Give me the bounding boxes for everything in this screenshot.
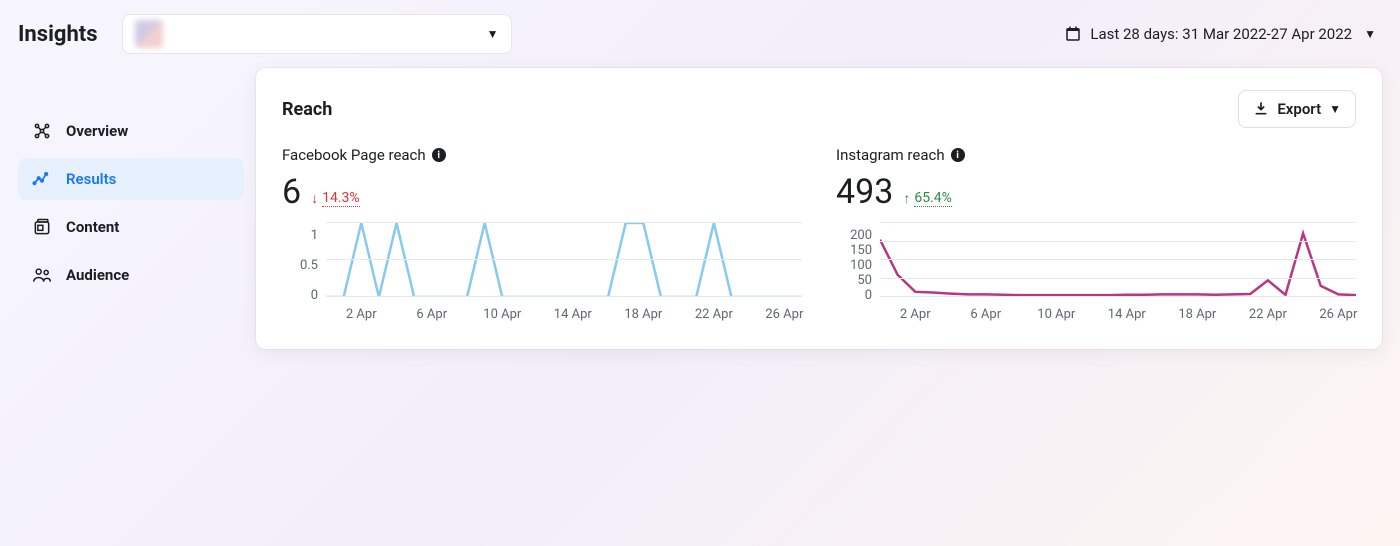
page-avatar <box>135 20 163 48</box>
facebook-reach-chart: Facebook Page reach i 6 ↓ 14.3% 10.50 <box>282 146 802 327</box>
export-button[interactable]: Export ▼ <box>1238 90 1356 128</box>
content-icon <box>32 217 52 237</box>
y-axis: 200150100500 <box>836 222 880 327</box>
chevron-down-icon: ▼ <box>487 27 499 41</box>
reach-card: Reach Export ▼ Facebook Page reach i 6 ↓… <box>256 68 1382 349</box>
x-axis: 2 Apr6 Apr10 Apr14 Apr18 Apr22 Apr26 Apr <box>326 297 802 327</box>
instagram-reach-chart: Instagram reach i 493 ↑ 65.4% 2001501005… <box>836 146 1356 327</box>
arrow-down-icon: ↓ <box>311 190 318 207</box>
sidebar-item-label: Content <box>66 218 119 236</box>
page-title: Insights <box>18 22 98 47</box>
overview-icon <box>32 121 52 141</box>
page-selector-label <box>175 27 475 41</box>
line-chart <box>326 223 802 297</box>
metric-delta: ↓ 14.3% <box>311 190 360 207</box>
metric-delta: ↑ 65.4% <box>903 190 952 207</box>
sidebar-item-overview[interactable]: Overview <box>18 110 244 152</box>
sidebar-item-label: Overview <box>66 122 128 140</box>
page-selector[interactable]: ▼ <box>122 14 512 54</box>
card-title: Reach <box>282 99 1238 120</box>
sidebar: Overview Results Content Audience <box>18 68 244 349</box>
info-icon[interactable]: i <box>432 148 446 162</box>
line-chart <box>880 223 1356 297</box>
results-icon <box>32 169 52 189</box>
y-axis: 10.50 <box>282 222 326 327</box>
sidebar-item-label: Results <box>66 170 116 188</box>
chevron-down-icon: ▼ <box>1364 27 1376 41</box>
date-range-label: Last 28 days: 31 Mar 2022-27 Apr 2022 <box>1090 25 1352 43</box>
metric-value: 493 <box>836 172 893 212</box>
chart-plot <box>880 222 1356 297</box>
sidebar-item-label: Audience <box>66 266 129 284</box>
download-icon <box>1253 101 1269 117</box>
calendar-icon <box>1064 25 1082 43</box>
chart-label: Instagram reach i <box>836 146 1356 164</box>
chart-plot <box>326 222 802 297</box>
sidebar-item-content[interactable]: Content <box>18 206 244 248</box>
x-axis: 2 Apr6 Apr10 Apr14 Apr18 Apr22 Apr26 Apr <box>880 297 1356 327</box>
sidebar-item-results[interactable]: Results <box>18 158 244 200</box>
chart-label: Facebook Page reach i <box>282 146 802 164</box>
chevron-down-icon: ▼ <box>1329 102 1341 116</box>
date-range-picker[interactable]: Last 28 days: 31 Mar 2022-27 Apr 2022 ▼ <box>1064 25 1376 43</box>
export-label: Export <box>1277 100 1321 118</box>
arrow-up-icon: ↑ <box>903 190 910 207</box>
info-icon[interactable]: i <box>951 148 965 162</box>
sidebar-item-audience[interactable]: Audience <box>18 254 244 296</box>
audience-icon <box>32 265 52 285</box>
metric-value: 6 <box>282 172 301 212</box>
